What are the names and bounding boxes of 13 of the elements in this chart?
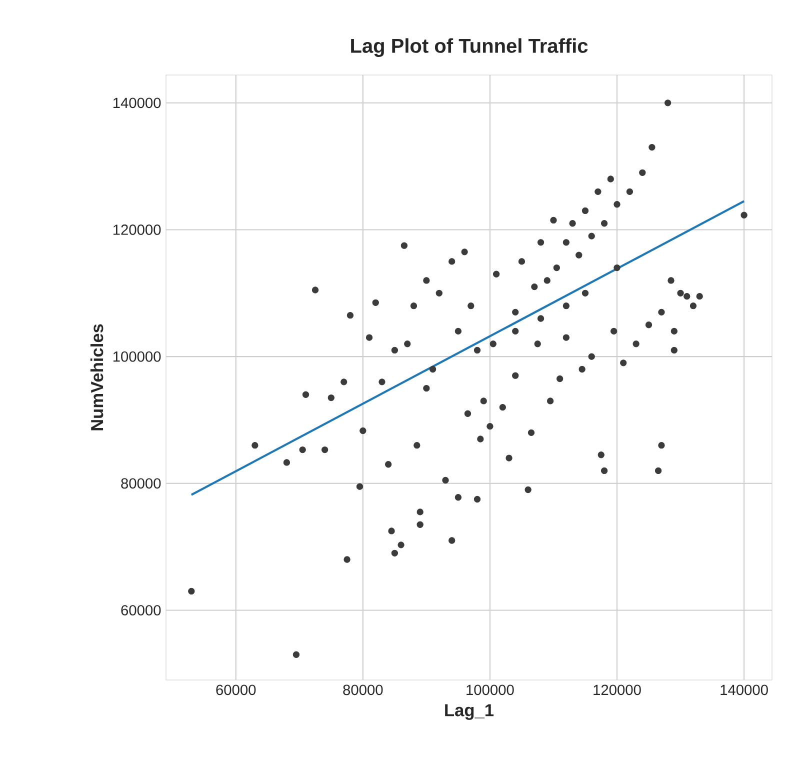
x-tick-label: 140000: [720, 684, 768, 696]
y-axis-title: NumVehicles: [90, 324, 104, 430]
y-tick-label: 100000: [113, 351, 161, 362]
y-tick-label: 140000: [113, 98, 161, 108]
y-tick-label: 80000: [121, 478, 161, 489]
x-tick-label: 100000: [466, 684, 514, 696]
y-tick-label: 60000: [121, 605, 161, 616]
y-tick-label: 120000: [113, 224, 161, 235]
x-tick-label: 120000: [594, 684, 641, 696]
x-tick-label: 60000: [216, 684, 256, 696]
x-tick-label: 80000: [343, 684, 383, 696]
chart-title: Lag Plot of Tunnel Traffic: [351, 38, 588, 57]
x-axis-title: Lag_1: [445, 704, 494, 720]
